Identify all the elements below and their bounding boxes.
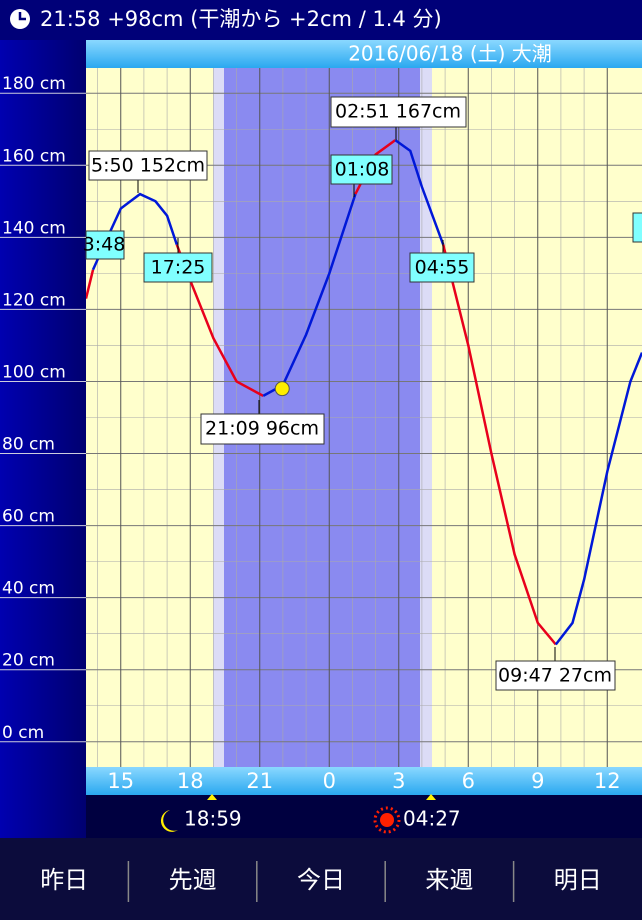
date-bar [86, 40, 642, 68]
y-tick-label: 120 cm [2, 290, 66, 310]
current-point [274, 381, 290, 397]
x-tick-label: 6 [462, 769, 475, 793]
footer-button-label[interactable]: 明日 [554, 866, 602, 894]
time-box [632, 212, 642, 243]
x-tick-label: 9 [531, 769, 544, 793]
sun-icon [380, 813, 394, 827]
x-tick-label: 3 [392, 769, 405, 793]
x-tick-label: 21 [246, 769, 273, 793]
footer-button-label[interactable]: 来週 [425, 866, 473, 894]
moonset-time: 18:59 [184, 807, 242, 831]
low-label: 21:09 96cm [205, 418, 319, 440]
footer-buttons: 昨日 先週 今日 来週 明日 [40, 861, 602, 902]
sun-rays [373, 806, 401, 834]
status-text: 21:58 +98cm (干潮から +2cm / 1.4 分) [40, 7, 442, 31]
moonset-marker [207, 794, 217, 800]
label-box [200, 413, 325, 445]
annotations: 5:50 152cm 02:51 167cm 21:09 96cm 09:47 … [83, 96, 642, 691]
y-tick-label: 100 cm [2, 362, 66, 382]
status-bar [0, 0, 642, 40]
left-panel [0, 40, 86, 838]
time-box [85, 230, 125, 260]
high-label: 5:50 152cm [91, 155, 205, 177]
y-tick-label: 60 cm [2, 507, 55, 527]
x-tick-label: 18 [177, 769, 204, 793]
x-tick-label: 0 [323, 769, 336, 793]
curve-layer [86, 139, 642, 646]
y-tick-label: 20 cm [2, 651, 55, 671]
x-axis-bar [86, 767, 642, 795]
footer-button-label[interactable]: 先週 [169, 866, 217, 894]
clock-hands [18, 12, 26, 21]
time-label: 3:48 [83, 234, 126, 256]
high-label: 02:51 167cm [335, 101, 461, 123]
sunrise-marker [426, 794, 436, 800]
y-tick-label: 0 cm [2, 723, 44, 743]
sunrise-time: 04:27 [403, 807, 461, 831]
x-tick-label: 12 [594, 769, 621, 793]
time-box [409, 252, 475, 283]
label-box [330, 96, 467, 128]
y-tick-label: 40 cm [2, 579, 55, 599]
time-label: 04:55 [415, 257, 470, 279]
time-box [330, 154, 393, 185]
time-box [143, 252, 213, 283]
y-tick-label: 160 cm [2, 146, 66, 166]
y-tick-label: 140 cm [2, 218, 66, 238]
low-label: 09:47 27cm [498, 665, 612, 687]
date-text: 2016/06/18 (土) 大潮 [348, 42, 552, 66]
tide-curve [86, 139, 557, 646]
tide-curve [91, 139, 642, 646]
moon-icon [160, 810, 178, 832]
time-label: 01:08 [335, 159, 390, 181]
footer-button-label[interactable]: 今日 [297, 866, 345, 894]
y-tick-label: 80 cm [2, 435, 55, 455]
footer-button-label[interactable]: 昨日 [40, 866, 88, 894]
x-axis: 15 18 21 0 3 6 9 12 [107, 769, 620, 793]
sun-bar [86, 795, 642, 838]
footer [0, 838, 642, 920]
label-box [495, 660, 616, 691]
label-box [88, 150, 208, 181]
y-tick-label: 180 cm [2, 74, 66, 94]
time-label: 17:25 [151, 257, 206, 279]
x-tick-label: 15 [107, 769, 134, 793]
